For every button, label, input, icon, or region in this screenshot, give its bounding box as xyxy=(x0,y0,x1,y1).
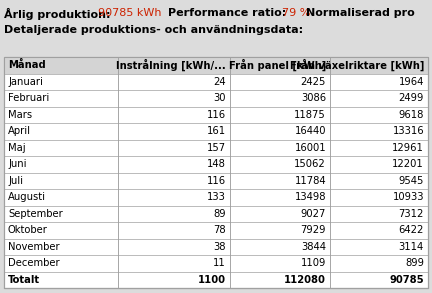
Text: 7312: 7312 xyxy=(399,209,424,219)
Text: November: November xyxy=(8,242,60,252)
Text: 112080: 112080 xyxy=(284,275,326,285)
Text: 899: 899 xyxy=(405,258,424,268)
Text: 38: 38 xyxy=(213,242,226,252)
Text: 9618: 9618 xyxy=(399,110,424,120)
Text: Mars: Mars xyxy=(8,110,32,120)
Text: 1109: 1109 xyxy=(301,258,326,268)
Text: 11875: 11875 xyxy=(294,110,326,120)
Bar xyxy=(4,57,428,288)
Text: 157: 157 xyxy=(207,143,226,153)
Text: 11: 11 xyxy=(213,258,226,268)
Text: Från växelriktare [kWh]: Från växelriktare [kWh] xyxy=(289,59,424,71)
Text: 6422: 6422 xyxy=(399,225,424,235)
Text: Juni: Juni xyxy=(8,159,26,169)
Text: 12961: 12961 xyxy=(392,143,424,153)
Text: 148: 148 xyxy=(207,159,226,169)
Text: December: December xyxy=(8,258,60,268)
Text: Totalt: Totalt xyxy=(8,275,40,285)
Text: 30: 30 xyxy=(213,93,226,103)
Text: 161: 161 xyxy=(207,126,226,136)
Text: Februari: Februari xyxy=(8,93,49,103)
Text: 3114: 3114 xyxy=(399,242,424,252)
Bar xyxy=(4,57,428,74)
Text: 1964: 1964 xyxy=(399,77,424,87)
Text: Juli: Juli xyxy=(8,176,23,186)
Text: Performance ratio:: Performance ratio: xyxy=(168,8,290,18)
Text: 16440: 16440 xyxy=(295,126,326,136)
Text: Månad: Månad xyxy=(8,60,46,70)
Text: 79 %: 79 % xyxy=(282,8,310,18)
Text: 78: 78 xyxy=(213,225,226,235)
Text: 3086: 3086 xyxy=(301,93,326,103)
Text: 90785 kWh: 90785 kWh xyxy=(98,8,162,18)
Text: 89: 89 xyxy=(213,209,226,219)
Text: 3844: 3844 xyxy=(301,242,326,252)
Text: 15062: 15062 xyxy=(294,159,326,169)
Text: 90785: 90785 xyxy=(389,275,424,285)
Text: September: September xyxy=(8,209,63,219)
Text: 7929: 7929 xyxy=(301,225,326,235)
Text: Från panel [kWh]: Från panel [kWh] xyxy=(229,59,326,71)
Text: 13316: 13316 xyxy=(392,126,424,136)
Text: Årlig produktion:: Årlig produktion: xyxy=(4,8,114,20)
Text: Detaljerade produktions- och användningsdata:: Detaljerade produktions- och användnings… xyxy=(4,25,303,35)
Text: April: April xyxy=(8,126,31,136)
Text: 11784: 11784 xyxy=(294,176,326,186)
Text: 2425: 2425 xyxy=(301,77,326,87)
Text: 133: 133 xyxy=(207,192,226,202)
Text: 9027: 9027 xyxy=(301,209,326,219)
Text: Maj: Maj xyxy=(8,143,25,153)
Text: Januari: Januari xyxy=(8,77,43,87)
Text: 1100: 1100 xyxy=(198,275,226,285)
Text: 12201: 12201 xyxy=(392,159,424,169)
Text: 16001: 16001 xyxy=(294,143,326,153)
Text: Oktober: Oktober xyxy=(8,225,48,235)
Text: 116: 116 xyxy=(207,110,226,120)
Text: 24: 24 xyxy=(213,77,226,87)
Text: 2499: 2499 xyxy=(399,93,424,103)
Text: Augusti: Augusti xyxy=(8,192,46,202)
Text: Instrålning [kWh/...: Instrålning [kWh/... xyxy=(116,59,226,71)
Text: 116: 116 xyxy=(207,176,226,186)
Text: Normaliserad pro: Normaliserad pro xyxy=(306,8,415,18)
Bar xyxy=(4,57,428,74)
Text: 10933: 10933 xyxy=(393,192,424,202)
Text: 13498: 13498 xyxy=(295,192,326,202)
Text: 9545: 9545 xyxy=(399,176,424,186)
Bar xyxy=(4,57,428,288)
